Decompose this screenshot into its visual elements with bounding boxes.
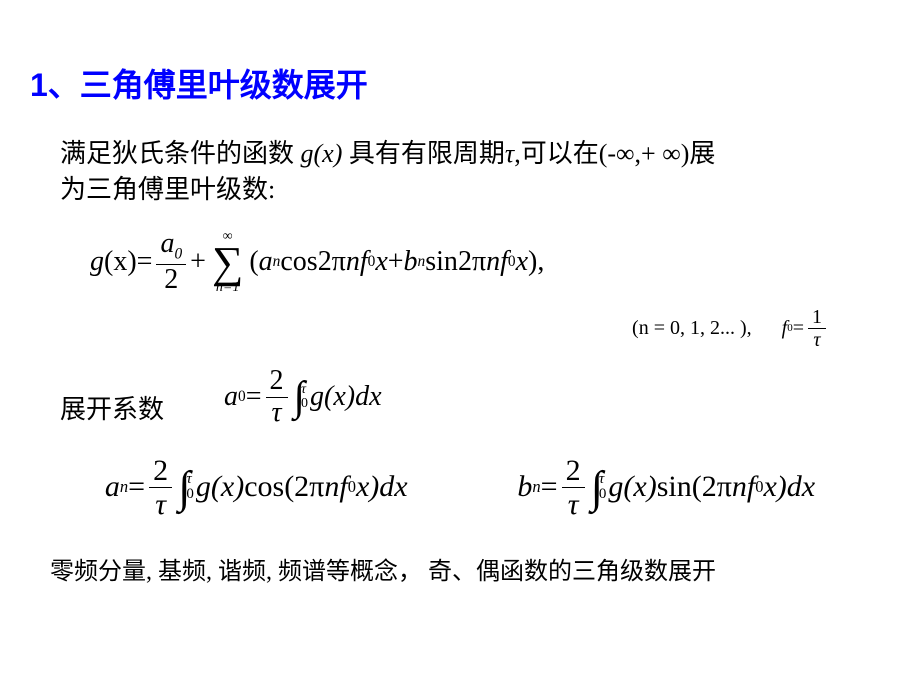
a0eq-sub0: 0 bbox=[238, 388, 246, 406]
sum-lower: n=1 bbox=[216, 280, 239, 296]
a0eq-two: 2 bbox=[266, 366, 288, 398]
eq1-open: ( bbox=[249, 246, 258, 278]
footnote-text: 零频分量, 基频, 谐频, 频谱等概念， 奇、偶函数的三角级数展开 bbox=[50, 551, 890, 586]
bn-two: 2 bbox=[562, 454, 585, 488]
eq1-a0sub: 0 bbox=[174, 246, 182, 263]
an-integral: ∫ τ 0 bbox=[178, 461, 194, 513]
a0eq-lower: 0 bbox=[301, 397, 308, 411]
an-cos: cos(2π bbox=[244, 470, 324, 504]
eq1-x1: x bbox=[375, 246, 387, 278]
a0eq-integral: ∫ τ 0 bbox=[294, 373, 309, 421]
eq1-cos: cos bbox=[280, 246, 317, 278]
a0-equation: a0 = 2 τ ∫ τ 0 g(x)dx bbox=[224, 366, 382, 429]
an-sub0: 0 bbox=[348, 477, 356, 497]
eq1-eq: = bbox=[137, 246, 153, 278]
intro-paragraph: 满足狄氏条件的函数 g(x) 具有有限周期τ,可以在(-∞,+ ∞)展 为三角傅… bbox=[60, 136, 890, 209]
eq1-g: g bbox=[90, 246, 104, 278]
bn-integral: ∫ τ 0 bbox=[591, 461, 607, 513]
bn-eq: = bbox=[541, 470, 558, 504]
bn-sin: sin(2π bbox=[657, 470, 732, 504]
eq1-plus2: + bbox=[388, 246, 404, 278]
para-mid: 具有有限周期 bbox=[349, 139, 505, 168]
summation-symbol: ∞ ∑ n=1 bbox=[212, 229, 243, 296]
para-tau: τ bbox=[505, 139, 514, 168]
para-line2: 为三角傅里叶级数: bbox=[60, 175, 275, 204]
an-xdx: x)dx bbox=[356, 470, 408, 504]
eq1-bn-b: b bbox=[404, 246, 418, 278]
eq1-nf1: nf bbox=[346, 246, 368, 278]
eq1-a0: a bbox=[160, 228, 174, 259]
eq1-an-a: a bbox=[259, 246, 273, 278]
an-lower: 0 bbox=[186, 487, 194, 502]
eq1-2pi1: 2π bbox=[318, 246, 346, 278]
eq1-a0-over-2: a0 2 bbox=[156, 229, 186, 295]
bn-gx: g(x) bbox=[608, 470, 656, 504]
an-two: 2 bbox=[149, 454, 172, 488]
bn-frac: 2 τ bbox=[562, 454, 585, 521]
bn-nf: nf bbox=[732, 470, 755, 504]
eq1-two: 2 bbox=[160, 265, 182, 296]
bn-equation: bn = 2 τ ∫ τ 0 g(x) sin(2πnf 0 x)dx bbox=[517, 454, 815, 521]
eq2-paren: (n = 0, 1, 2... ), bbox=[632, 317, 752, 340]
an-bn-equations: an = 2 τ ∫ τ 0 g(x) cos(2πnf0x)dx bn = 2 bbox=[50, 454, 870, 521]
eq1-bn-n: n bbox=[418, 253, 426, 271]
bn-tau: τ bbox=[564, 488, 583, 521]
eq1-2pi2: 2π bbox=[458, 246, 486, 278]
para-pre: 满足狄氏条件的函数 bbox=[60, 139, 294, 168]
slide-title: 1、三角傅里叶级数展开 bbox=[30, 60, 890, 106]
a0eq-upper: τ bbox=[301, 383, 308, 397]
bn-xdx: x)dx bbox=[763, 470, 815, 504]
an-frac: 2 τ bbox=[149, 454, 172, 521]
eq1-close: ), bbox=[528, 246, 544, 278]
eq1-x2: x bbox=[516, 246, 528, 278]
a0eq-tau: τ bbox=[268, 398, 286, 429]
slide-content: 1、三角傅里叶级数展开 满足狄氏条件的函数 g(x) 具有有限周期τ,可以在(-… bbox=[0, 0, 920, 616]
an-eq: = bbox=[128, 470, 145, 504]
para-gx: g(x) bbox=[294, 139, 349, 168]
a0eq-frac: 2 τ bbox=[266, 366, 288, 429]
an-gx: g(x) bbox=[196, 470, 244, 504]
eq2-frac: 1 τ bbox=[808, 306, 826, 351]
eq2-tau: τ bbox=[809, 329, 824, 351]
a0eq-eq: = bbox=[246, 381, 262, 413]
a0eq-gx: g(x)dx bbox=[310, 381, 382, 413]
eq1-x: (x) bbox=[104, 246, 137, 278]
bn-subn: n bbox=[532, 477, 540, 497]
coefficient-label: 展开系数 bbox=[60, 389, 164, 426]
eq2-one: 1 bbox=[808, 306, 826, 329]
eq1-an-n: n bbox=[273, 253, 281, 271]
an-a: a bbox=[105, 470, 120, 504]
eq1-nf2: nf bbox=[486, 246, 508, 278]
para-post1: ,可以在(-∞,+ ∞)展 bbox=[514, 139, 715, 168]
fourier-series-equation: g(x) = a0 2 + ∞ ∑ n=1 ( an cos 2πnf0x + … bbox=[90, 229, 890, 296]
an-subn: n bbox=[120, 477, 128, 497]
n-range-and-f0: (n = 0, 1, 2... ), f0 = 1 τ bbox=[30, 306, 830, 351]
an-upper: τ bbox=[186, 472, 194, 487]
bn-lower: 0 bbox=[599, 487, 607, 502]
bn-b: b bbox=[517, 470, 532, 504]
bn-upper: τ bbox=[599, 472, 607, 487]
eq1-02: 0 bbox=[508, 253, 516, 271]
eq1-plus: + bbox=[190, 246, 206, 278]
eq2-eq: = bbox=[793, 317, 804, 340]
eq1-sin: sin bbox=[425, 246, 458, 278]
an-nf: nf bbox=[324, 470, 347, 504]
sum-sigma: ∑ bbox=[212, 245, 243, 280]
an-tau: τ bbox=[151, 488, 170, 521]
a0eq-a: a bbox=[224, 381, 238, 413]
an-equation: an = 2 τ ∫ τ 0 g(x) cos(2πnf0x)dx bbox=[105, 454, 408, 521]
